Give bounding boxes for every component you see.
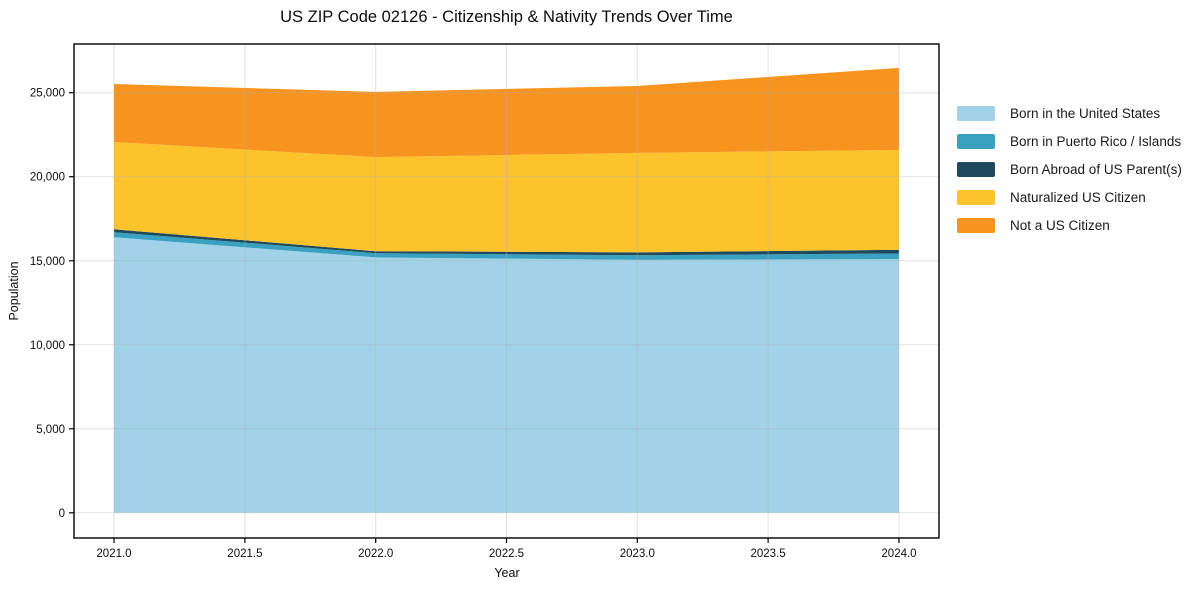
x-tick-label: 2024.0	[881, 548, 916, 560]
legend-label: Born in the United States	[1010, 106, 1161, 121]
y-axis-label: Population	[7, 261, 21, 321]
legend-item-2: Born Abroad of US Parent(s)	[957, 162, 1182, 177]
y-tick-label: 10,000	[30, 340, 65, 352]
legend-label: Not a US Citizen	[1010, 218, 1110, 233]
legend-item-4: Not a US Citizen	[957, 218, 1182, 233]
y-tick-label: 20,000	[30, 172, 65, 184]
legend-swatch-icon	[957, 190, 995, 205]
legend: Born in the United States Born in Puerto …	[957, 106, 1182, 233]
legend-item-1: Born in Puerto Rico / Islands	[957, 134, 1182, 149]
x-tick-label: 2022.0	[358, 548, 393, 560]
y-tick-label: 5,000	[36, 424, 65, 436]
legend-item-3: Naturalized US Citizen	[957, 190, 1182, 205]
legend-label: Born in Puerto Rico / Islands	[1010, 134, 1182, 149]
x-tick-label: 2023.5	[751, 548, 786, 560]
area-1	[114, 232, 899, 260]
area-4	[114, 67, 899, 158]
x-tick-label: 2021.0	[96, 548, 131, 560]
legend-item-0: Born in the United States	[957, 106, 1182, 121]
legend-swatch-icon	[957, 134, 995, 149]
x-tick-label: 2022.5	[489, 548, 524, 560]
legend-label: Naturalized US Citizen	[1010, 190, 1146, 205]
legend-swatch-icon	[957, 162, 995, 177]
x-tick-label: 2021.5	[227, 548, 262, 560]
y-tick-label: 15,000	[30, 256, 65, 268]
y-tick-label: 0	[59, 508, 65, 520]
legend-swatch-icon	[957, 106, 995, 121]
y-tick-label: 25,000	[30, 88, 65, 100]
legend-swatch-icon	[957, 218, 995, 233]
area-0	[114, 237, 899, 513]
area-3	[114, 142, 899, 253]
area-2	[114, 229, 899, 256]
legend-label: Born Abroad of US Parent(s)	[1010, 162, 1182, 177]
chart-title: US ZIP Code 02126 - Citizenship & Nativi…	[280, 8, 733, 26]
x-tick-label: 2023.0	[620, 548, 655, 560]
x-axis-label: Year	[494, 566, 520, 580]
